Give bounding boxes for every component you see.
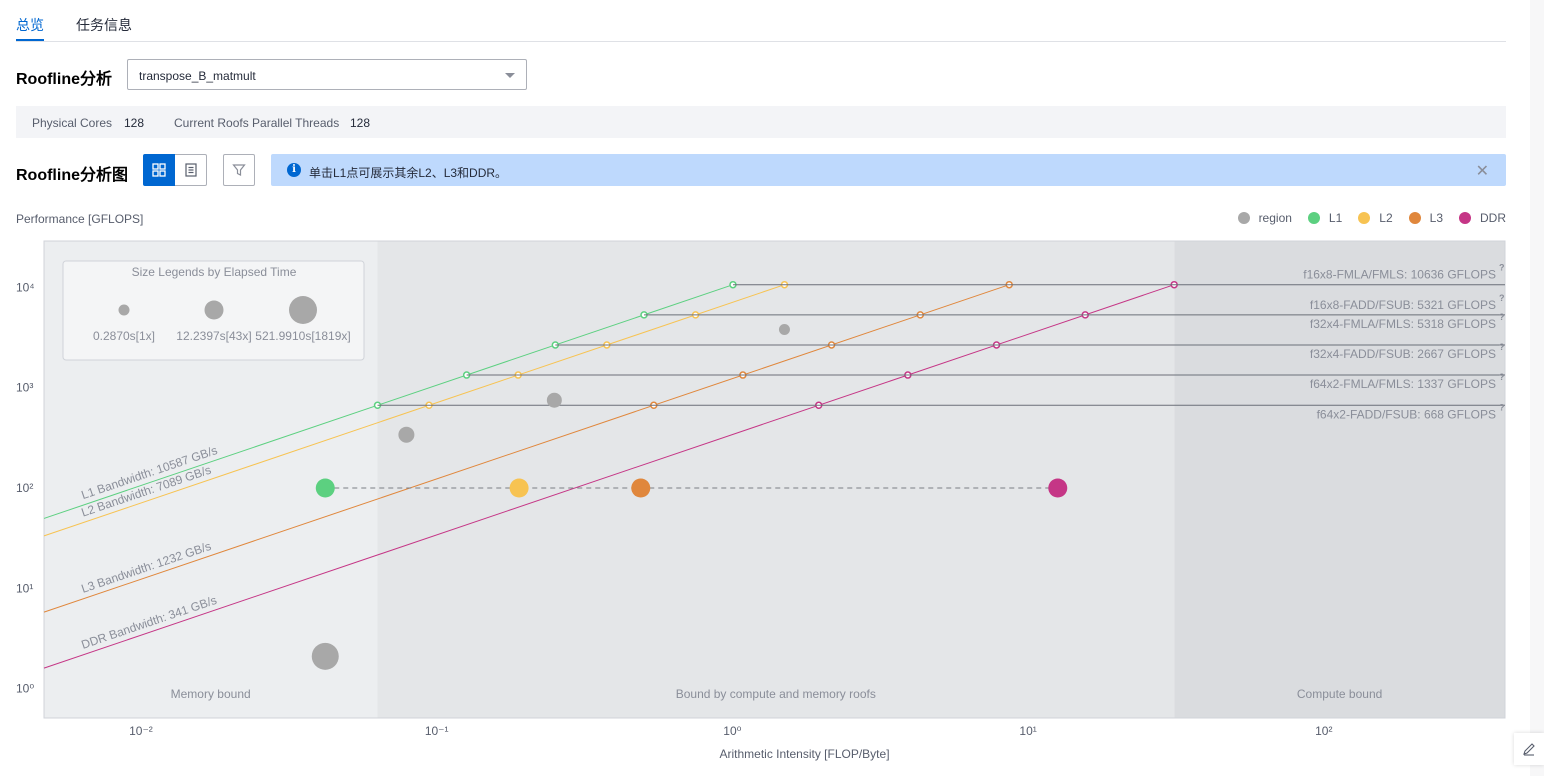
edit-icon (1523, 743, 1535, 756)
roofline-title: Roofline分析 (16, 71, 112, 88)
legend-label: DDR (1480, 211, 1506, 225)
legend-item-ddr[interactable]: DDR (1459, 211, 1506, 225)
chevron-down-icon (505, 73, 515, 78)
legend-label: region (1258, 211, 1292, 225)
legend-swatch (1307, 212, 1320, 224)
filter-button[interactable] (223, 154, 255, 186)
physical-cores-value: 128 (124, 116, 145, 130)
x-tick-label: 10¹ (1019, 724, 1036, 738)
data-point-l2[interactable] (509, 478, 529, 498)
help-icon: ? (1499, 263, 1505, 273)
data-point-region[interactable] (546, 392, 562, 408)
size-legend-label: 12.2397s[43x] (176, 329, 251, 343)
help-icon: ? (1499, 402, 1505, 412)
size-legend-label: 521.9910s[1819x] (255, 329, 350, 343)
legend-swatch (1459, 212, 1471, 224)
data-point-ddr[interactable] (1048, 478, 1068, 498)
bandwidth-line (43, 284, 1010, 613)
tab-overview[interactable]: 总览 (16, 17, 44, 41)
grid-icon (152, 163, 166, 177)
function-select[interactable]: transpose_B_matmult (127, 59, 527, 90)
close-icon[interactable]: ✕ (1475, 163, 1489, 180)
bandwidth-line (43, 284, 734, 519)
compute-roof-label: f32x4-FMLA/FMLS: 5318 GFLOPS (1310, 317, 1496, 331)
chart-section-title: Roofline分析图 (16, 167, 128, 184)
legend-swatch (1408, 212, 1421, 224)
size-legend-marker (118, 304, 130, 316)
help-icon: ? (1499, 312, 1505, 322)
legend-swatch (1237, 212, 1250, 224)
scrollbar[interactable] (1530, 0, 1544, 776)
compute-roof-label: f64x2-FADD/FSUB: 668 GFLOPS (1317, 407, 1496, 421)
legend-label: L2 (1379, 211, 1393, 225)
region-background (377, 241, 1175, 718)
legend-swatch (1358, 212, 1371, 224)
region-label: Bound by compute and memory roofs (676, 687, 876, 701)
compute-roof-label: f32x4-FADD/FSUB: 2667 GFLOPS (1310, 347, 1496, 361)
plot-frame (43, 240, 1506, 719)
help-icon: ? (1499, 372, 1505, 382)
y-tick-label: 10² (16, 481, 33, 495)
y-tick-label: 10³ (16, 381, 33, 395)
x-tick-label: 10⁰ (723, 724, 741, 738)
compute-roof-label: f16x8-FADD/FSUB: 5321 GFLOPS (1310, 298, 1496, 312)
view-toggle (143, 154, 207, 186)
list-view-button[interactable] (175, 154, 207, 186)
alert-text: 单击L1点可展示其余L2、L3和DDR。 (309, 166, 508, 180)
y-tick-label: 10¹ (16, 581, 33, 595)
size-legend-title: Size Legends by Elapsed Time (132, 265, 297, 279)
y-axis-label: Performance [GFLOPS] (16, 212, 144, 226)
info-strip: Physical Cores 128 Current Roofs Paralle… (16, 106, 1506, 138)
bandwidth-line (43, 284, 785, 537)
tab-task-info[interactable]: 任务信息 (76, 17, 132, 33)
physical-cores-label: Physical Cores (32, 116, 113, 130)
data-point-region[interactable] (398, 426, 415, 443)
legend-item-l2[interactable]: L2 (1358, 211, 1393, 225)
tab-bar: 总览 任务信息 (16, 0, 1506, 42)
data-point-l1[interactable] (315, 478, 335, 498)
region-label: Memory bound (171, 687, 251, 701)
legend-label: L3 (1429, 211, 1443, 225)
legend-item-l1[interactable]: L1 (1307, 211, 1343, 225)
list-icon (184, 163, 197, 177)
help-icon: ? (1499, 342, 1505, 352)
function-select-value: transpose_B_matmult (139, 69, 256, 83)
size-legend-label: 0.2870s[1x] (93, 329, 155, 343)
x-tick-label: 10⁻² (129, 724, 153, 738)
help-icon: ? (1499, 293, 1505, 303)
info-icon: i (287, 163, 301, 177)
size-legend: Size Legends by Elapsed Time 0.2870s[1x] 1… (62, 260, 365, 361)
x-tick-label: 10⁻¹ (425, 724, 449, 738)
roofline-chart: Memory bound Bound by compute and memory … (16, 240, 1506, 761)
size-legend-marker (289, 296, 317, 324)
compute-roof-label: f64x2-FMLA/FMLS: 1337 GFLOPS (1310, 377, 1496, 391)
data-point-l3[interactable] (631, 478, 651, 498)
y-tick-label: 10⁴ (16, 280, 35, 294)
chart-legend: region L1 L2 L3 DDR (1237, 211, 1506, 225)
x-axis-label: Arithmetic Intensity [FLOP/Byte] (719, 747, 889, 761)
legend-item-region[interactable]: region (1237, 211, 1292, 225)
feedback-button[interactable] (1514, 733, 1544, 765)
legend-item-l3[interactable]: L3 (1408, 211, 1443, 225)
size-legend-marker (204, 300, 224, 320)
y-tick-label: 10⁰ (16, 682, 34, 696)
threads-value: 128 (350, 116, 371, 130)
region-background (1174, 241, 1505, 718)
legend-label: L1 (1328, 211, 1343, 225)
compute-roof-label: f16x8-FMLA/FMLS: 10636 GFLOPS (1303, 268, 1496, 282)
filter-icon (232, 164, 246, 176)
threads-label: Current Roofs Parallel Threads (174, 116, 340, 130)
region-label: Compute bound (1297, 687, 1382, 701)
chart-view-button[interactable] (143, 154, 175, 186)
data-point-region[interactable] (311, 642, 339, 670)
x-tick-label: 10² (1315, 724, 1332, 738)
info-alert: i 单击L1点可展示其余L2、L3和DDR。 ✕ (271, 154, 1506, 186)
bandwidth-line (43, 284, 1175, 669)
data-point-region[interactable] (778, 324, 790, 336)
